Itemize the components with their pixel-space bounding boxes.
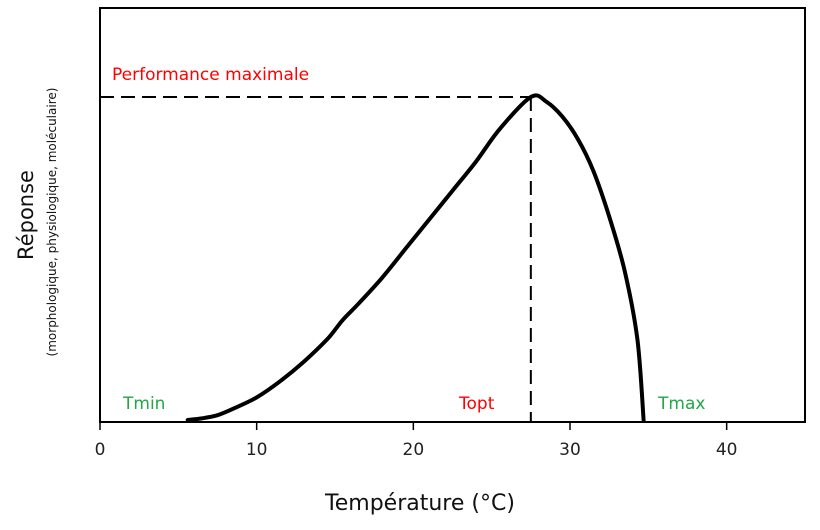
x-tick-label: 10 <box>246 440 268 460</box>
x-tick-label: 40 <box>716 440 738 460</box>
x-tick-label: 20 <box>403 440 425 460</box>
annotation-tmax: Tmax <box>657 394 705 414</box>
annotation-performance-maximale: Performance maximale <box>112 65 309 85</box>
y-axis-sublabel: (morphologique, physiologique, moléculai… <box>45 88 59 357</box>
x-axis-label: Température (°C) <box>324 491 515 516</box>
x-tick-label: 30 <box>559 440 581 460</box>
plot-frame <box>99 7 806 423</box>
x-axis-ticks: 0 10 20 30 40 <box>95 422 738 460</box>
reference-lines <box>100 96 532 421</box>
response-curve <box>185 93 646 422</box>
x-tick-label: 0 <box>95 440 106 460</box>
annotation-tmin: Tmin <box>122 394 165 414</box>
annotation-topt: Topt <box>458 394 495 414</box>
y-axis-label: Réponse <box>14 170 38 260</box>
